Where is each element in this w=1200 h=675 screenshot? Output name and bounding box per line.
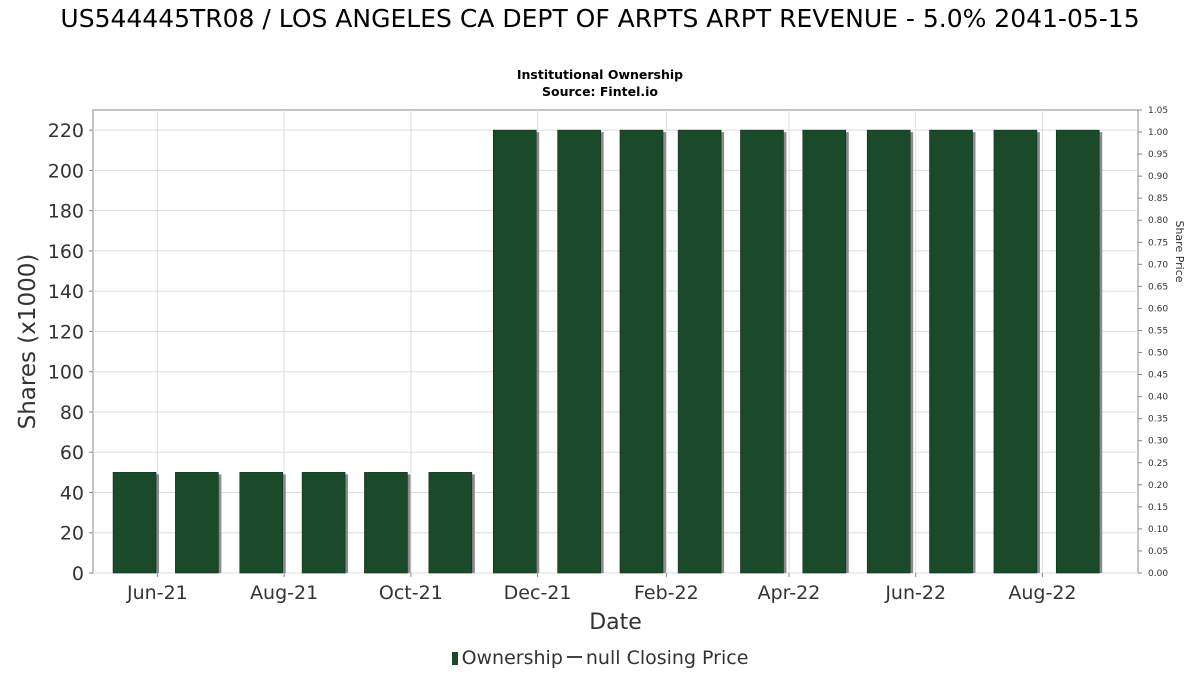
y2-tick-label: 0.95: [1148, 150, 1168, 160]
ownership-bar: [1055, 129, 1100, 574]
y-tick-label: 120: [48, 321, 84, 343]
ownership-bar: [364, 472, 408, 574]
legend-price-label: null Closing Price: [585, 647, 749, 669]
y2-tick-label: 1.00: [1148, 128, 1168, 138]
ownership-bar: [993, 129, 1038, 574]
y2-tick-label: 0.45: [1148, 371, 1168, 381]
ownership-bar: [239, 472, 284, 574]
y2-axis-title: Share Price: [1173, 220, 1186, 282]
y-tick-label: 80: [60, 402, 84, 424]
y-tick-label: 100: [48, 362, 84, 384]
ownership-bar: [619, 129, 664, 574]
x-tick-label: Dec-21: [504, 582, 572, 604]
x-tick-label: Aug-21: [250, 582, 318, 604]
y2-tick-label: 0.35: [1148, 415, 1168, 425]
price-line-swatch: [566, 656, 582, 658]
y-tick-label: 200: [48, 160, 84, 182]
ownership-bar: [112, 472, 157, 574]
ownership-bar: [557, 129, 601, 574]
y2-tick-label: 0.90: [1148, 172, 1168, 182]
y2-tick-label: 0.00: [1148, 569, 1168, 579]
x-tick-label: Jun-21: [126, 582, 188, 604]
y2-tick-label: 1.05: [1148, 106, 1168, 116]
y2-tick-label: 0.40: [1148, 393, 1168, 403]
y2-tick-label: 0.85: [1148, 194, 1168, 204]
chart-source: Source: Fintel.io: [542, 84, 658, 99]
ownership-bar: [929, 129, 973, 574]
y-tick-label: 60: [60, 442, 84, 464]
y-tick-label: 20: [60, 523, 84, 545]
y2-tick-label: 0.25: [1148, 459, 1168, 469]
y-axis-title: Shares (x1000): [15, 254, 41, 430]
y2-tick-label: 0.65: [1148, 282, 1168, 292]
y2-tick-label: 0.05: [1148, 547, 1168, 557]
y-tick-label: 160: [48, 241, 84, 263]
y-tick-label: 0: [72, 563, 84, 585]
y2-tick-label: 0.20: [1148, 481, 1168, 491]
y-tick-label: 140: [48, 281, 84, 303]
ownership-bar: [740, 129, 784, 574]
ownership-bar: [677, 129, 722, 574]
ownership-bar: [428, 472, 473, 574]
x-tick-label: Apr-22: [758, 582, 821, 604]
chart-legend: Ownership null Closing Price: [0, 647, 1200, 669]
y-tick-label: 180: [48, 201, 84, 223]
chart-title: US544445TR08 / LOS ANGELES CA DEPT OF AR…: [60, 4, 1140, 33]
ownership-bar: [866, 129, 911, 574]
y2-tick-label: 0.15: [1148, 503, 1168, 513]
ownership-bar: [301, 472, 346, 574]
y-tick-label: 40: [60, 482, 84, 504]
legend-ownership-label: Ownership: [461, 647, 563, 669]
y2-tick-label: 0.30: [1148, 437, 1168, 447]
ownership-bar: [802, 129, 847, 574]
x-axis-title: Date: [589, 610, 642, 635]
chart-subtitle: Institutional Ownership: [516, 67, 684, 82]
ownership-bar: [492, 129, 537, 574]
y2-tick-label: 0.55: [1148, 326, 1168, 336]
y2-tick-label: 0.80: [1148, 216, 1168, 226]
y2-tick-label: 0.75: [1148, 238, 1168, 248]
y2-tick-label: 0.70: [1148, 260, 1168, 270]
ownership-swatch: [451, 652, 458, 665]
y-tick-label: 220: [48, 120, 84, 142]
y2-tick-label: 0.60: [1148, 304, 1168, 314]
x-tick-label: Feb-22: [634, 582, 699, 604]
ownership-bar: [175, 472, 219, 574]
x-tick-label: Jun-22: [884, 582, 946, 604]
y2-tick-label: 0.10: [1148, 525, 1168, 535]
x-tick-label: Aug-22: [1008, 582, 1076, 604]
y2-tick-label: 0.50: [1148, 349, 1168, 359]
x-tick-label: Oct-21: [379, 582, 443, 604]
